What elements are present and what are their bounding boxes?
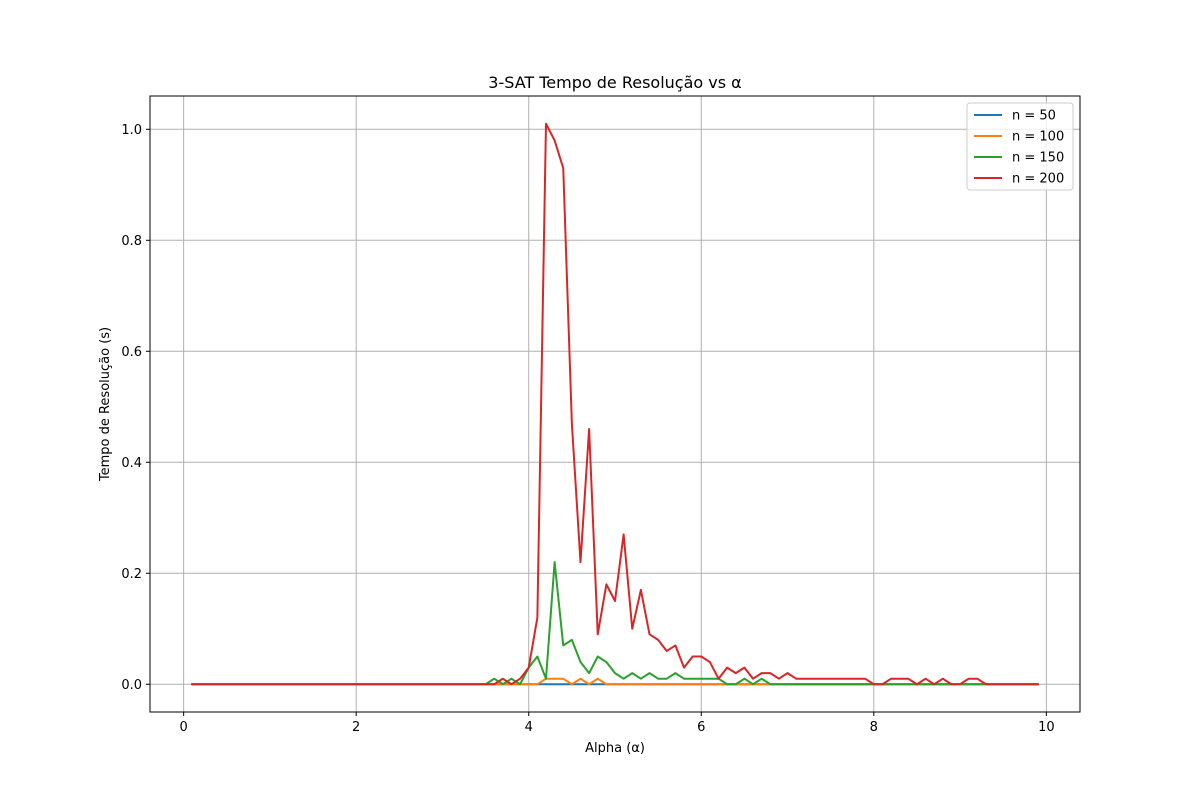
x-axis-ticks: 0 2 4 6 8 10 (180, 712, 1055, 735)
series-lines (191, 122, 1039, 686)
x-tick-label: 8 (870, 720, 878, 735)
y-tick-label: 0.8 (121, 234, 142, 249)
legend-label: n = 200 (1012, 172, 1064, 187)
x-tick-label: 2 (352, 720, 360, 735)
y-tick-label: 1.0 (121, 123, 142, 138)
x-axis-label: Alpha (α) (585, 741, 645, 756)
y-tick-label: 0.2 (121, 567, 142, 582)
legend-label: n = 150 (1012, 151, 1064, 166)
y-axis-ticks: 0.0 0.2 0.4 0.6 0.8 1.0 (121, 123, 150, 693)
legend-items: n = 50 n = 100 n = 150 n = 200 (974, 109, 1064, 187)
y-tick-label: 0.4 (121, 456, 142, 471)
series-line-n200 (191, 122, 1039, 686)
x-tick-label: 6 (697, 720, 705, 735)
chart-title: 3-SAT Tempo de Resolução vs α (488, 73, 741, 92)
legend-label: n = 50 (1012, 109, 1056, 124)
y-tick-label: 0.6 (121, 345, 142, 360)
x-tick-label: 0 (180, 720, 188, 735)
x-tick-label: 4 (525, 720, 533, 735)
y-axis-label: Tempo de Resolução (s) (98, 327, 113, 482)
plot-frame (149, 95, 1081, 713)
x-tick-label: 10 (1038, 720, 1055, 735)
legend: n = 50 n = 100 n = 150 n = 200 (966, 102, 1074, 191)
legend-box (966, 102, 1074, 191)
legend-label: n = 100 (1012, 130, 1064, 145)
y-tick-label: 0.0 (121, 678, 142, 693)
grid-lines (150, 96, 1080, 712)
